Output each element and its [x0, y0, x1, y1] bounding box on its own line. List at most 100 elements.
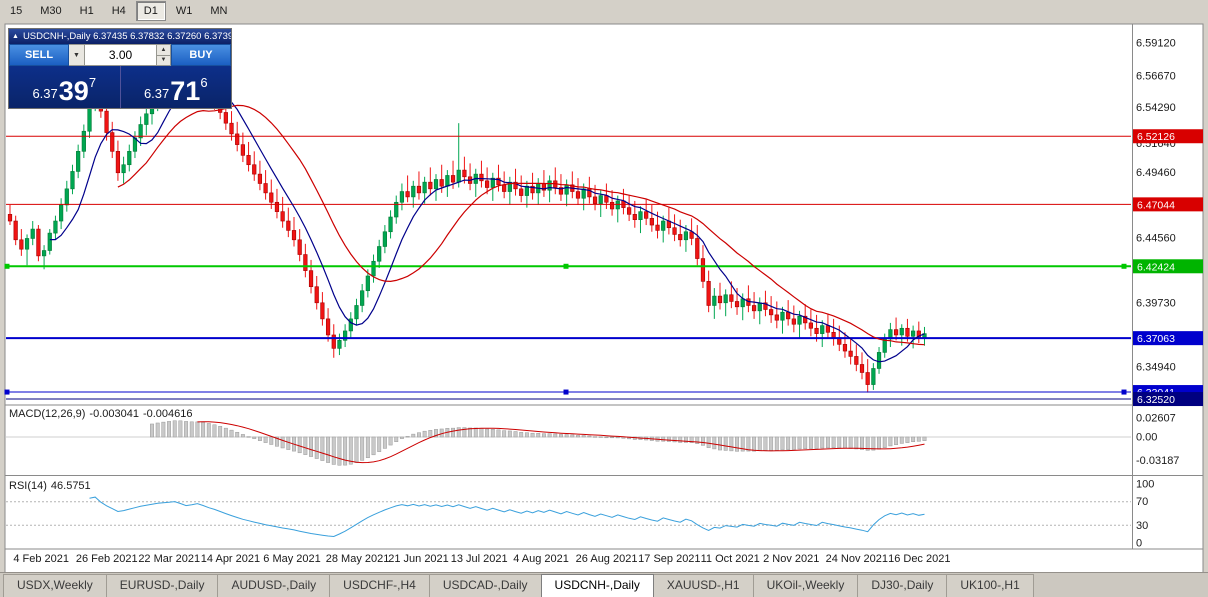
timeframe-toolbar: 15 M30 H1 H4 D1 W1 MN — [0, 0, 1208, 23]
chart-frame — [4, 23, 1204, 573]
svg-text:4 Aug 2021: 4 Aug 2021 — [513, 553, 569, 565]
svg-text:14 Apr 2021: 14 Apr 2021 — [201, 553, 260, 565]
line-handle[interactable] — [563, 263, 569, 269]
buy-price-small: 6.37 — [143, 86, 170, 101]
svg-text:28 May 2021: 28 May 2021 — [326, 553, 390, 565]
svg-text:6.42424: 6.42424 — [1137, 261, 1175, 273]
timeframe-button-m30[interactable]: M30 — [40, 5, 62, 17]
svg-text:6.47044: 6.47044 — [1137, 199, 1175, 211]
timeframe-button-15[interactable]: 15 — [10, 5, 23, 17]
svg-text:6.52126: 6.52126 — [1137, 131, 1175, 143]
volume-input[interactable]: 3.00 — [85, 44, 157, 66]
one-click-trade-panel: ▲ USDCNH-,Daily 6.37435 6.37832 6.37260 … — [8, 28, 232, 109]
chart-workspace: 6.59120 6.56670 6.54290 6.51640 6.49460 6.445… — [0, 22, 1208, 573]
svg-text:30: 30 — [1136, 520, 1148, 532]
svg-text:13 Jul 2021: 13 Jul 2021 — [451, 553, 508, 565]
chart-tab-uk100-h1[interactable]: UK100-,H1 — [946, 574, 1034, 597]
svg-text:4 Feb 2021: 4 Feb 2021 — [13, 553, 69, 565]
svg-text:-0.03187: -0.03187 — [1136, 455, 1179, 467]
line-handle[interactable] — [1121, 263, 1127, 269]
svg-text:11 Oct 2021: 11 Oct 2021 — [701, 553, 760, 565]
macd-name: MACD(12,26,9) — [9, 408, 86, 420]
svg-text:26 Feb 2021: 26 Feb 2021 — [76, 553, 138, 565]
sell-quote[interactable]: 6.37 39 7 — [9, 66, 120, 108]
svg-text:6.32520: 6.32520 — [1137, 394, 1175, 406]
line-handle[interactable] — [563, 389, 569, 395]
timeframe-button-d1[interactable]: D1 — [135, 1, 166, 21]
volume-dropdown-button[interactable]: ▼ — [69, 44, 85, 66]
sell-price-big: 39 — [58, 76, 89, 107]
svg-text:6.59120: 6.59120 — [1136, 37, 1176, 49]
macd-pane-label: MACD(12,26,9) -0.003041 -0.004616 — [9, 408, 197, 420]
price-tag — [1133, 331, 1203, 346]
svg-text:0.00: 0.00 — [1136, 432, 1157, 444]
macd-signal-line — [197, 421, 925, 464]
volume-spinner[interactable]: ▲ ▼ — [157, 44, 171, 66]
svg-text:16 Dec 2021: 16 Dec 2021 — [888, 553, 950, 565]
svg-text:6.56670: 6.56670 — [1136, 70, 1176, 82]
price-tag — [1133, 197, 1203, 212]
time-axis: 4 Feb 2021 26 Feb 2021 22 Mar 2021 14 Apr 2… — [13, 553, 950, 565]
price-tag — [1133, 259, 1203, 274]
chart-tab-usdx-weekly[interactable]: USDX,Weekly — [3, 574, 107, 597]
sell-price-small: 6.37 — [32, 86, 58, 101]
svg-text:70: 70 — [1136, 496, 1148, 508]
chart-tab-usdcnh-daily[interactable]: USDCNH-,Daily — [540, 574, 654, 597]
chart-tab-ukoil-weekly[interactable]: UKOil-,Weekly — [752, 574, 859, 597]
chart-tab-eurusd-daily[interactable]: EURUSD-,Daily — [105, 574, 219, 597]
chart-tab-dj30-daily[interactable]: DJ30-,Daily — [857, 574, 948, 597]
price-axis: 6.591206.566706.542906.516406.494606.445… — [1133, 37, 1203, 550]
line-handle[interactable] — [1121, 389, 1127, 395]
sell-price-sup: 7 — [88, 75, 97, 90]
buy-price-sup: 6 — [200, 75, 208, 90]
svg-text:26 Aug 2021: 26 Aug 2021 — [576, 553, 638, 565]
line-handle[interactable] — [4, 263, 10, 269]
svg-text:2 Nov 2021: 2 Nov 2021 — [763, 553, 819, 565]
svg-text:21 Jun 2021: 21 Jun 2021 — [388, 553, 449, 565]
svg-text:6 May 2021: 6 May 2021 — [263, 553, 320, 565]
collapse-icon[interactable]: ▲ — [12, 33, 19, 40]
sell-button[interactable]: SELL — [9, 44, 69, 66]
spin-up-icon[interactable]: ▲ — [157, 45, 170, 56]
svg-text:6.49460: 6.49460 — [1136, 167, 1176, 179]
price-tag — [1133, 392, 1203, 407]
svg-text:6.44560: 6.44560 — [1136, 233, 1176, 245]
chart-canvas[interactable]: 6.591206.566706.542906.516406.494606.445… — [0, 22, 1208, 573]
buy-quote[interactable]: 6.37 71 6 — [119, 66, 231, 108]
macd-signal-value: -0.004616 — [142, 408, 193, 420]
macd-main-value: -0.003041 — [89, 408, 139, 420]
timeframe-button-h1[interactable]: H1 — [79, 5, 94, 17]
rsi-line — [89, 496, 925, 538]
horizontal-lines — [4, 135, 1131, 400]
buy-button[interactable]: BUY — [171, 44, 231, 66]
timeframe-button-w1[interactable]: W1 — [175, 5, 193, 17]
svg-text:17 Sep 2021: 17 Sep 2021 — [638, 553, 700, 565]
svg-text:22 Mar 2021: 22 Mar 2021 — [138, 553, 200, 565]
candlestick-series — [7, 62, 927, 393]
timeframe-button-mn[interactable]: MN — [210, 5, 228, 17]
timeframe-button-h4[interactable]: H4 — [111, 5, 126, 17]
rsi-pane-label: RSI(14) 46.5751 — [9, 480, 95, 492]
svg-text:6.37063: 6.37063 — [1137, 333, 1175, 345]
svg-text:0: 0 — [1136, 538, 1142, 550]
svg-text:6.54290: 6.54290 — [1136, 102, 1176, 114]
chart-tab-usdchf-h4[interactable]: USDCHF-,H4 — [329, 574, 430, 597]
rsi-value: 46.5751 — [50, 480, 91, 492]
rsi-name: RSI(14) — [9, 480, 47, 492]
chart-title: USDCNH-,Daily 6.37435 6.37832 6.37260 6.… — [22, 31, 231, 42]
chart-title-bar[interactable]: ▲ USDCNH-,Daily 6.37435 6.37832 6.37260 … — [9, 29, 231, 44]
chart-tab-xauusd-h1[interactable]: XAUUSD-,H1 — [652, 574, 754, 597]
svg-text:6.34940: 6.34940 — [1136, 362, 1176, 374]
buy-price-big: 71 — [170, 76, 201, 107]
svg-text:0.02607: 0.02607 — [1136, 412, 1176, 424]
spin-down-icon[interactable]: ▼ — [157, 55, 170, 65]
chart-tab-usdcad-daily[interactable]: USDCAD-,Daily — [428, 574, 542, 597]
price-tag — [1133, 129, 1203, 144]
line-handle[interactable] — [4, 389, 10, 395]
ma-slow-line — [117, 104, 925, 346]
svg-text:6.39730: 6.39730 — [1136, 297, 1176, 309]
svg-text:100: 100 — [1136, 479, 1154, 491]
chart-tab-audusd-daily[interactable]: AUDUSD-,Daily — [217, 574, 331, 597]
bottom-tab-bar: USDX,Weekly EURUSD-,Daily AUDUSD-,Daily USD… — [0, 572, 1208, 597]
